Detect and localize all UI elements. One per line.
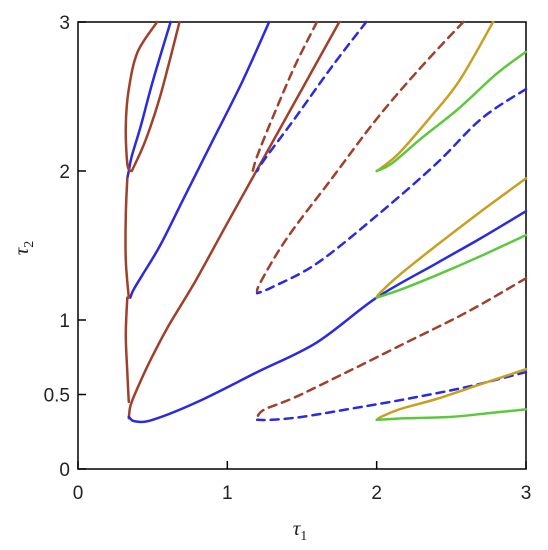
x-axis-title-sub: 1: [300, 529, 307, 544]
x-axis-title-main: τ: [293, 516, 302, 540]
green-solid-curve: [375, 50, 528, 173]
brown-solid-curve: [124, 296, 131, 404]
blue-dashed-curve: [255, 87, 528, 295]
tick-group: 0 1 2 3 0 0.5 1 2 3: [44, 13, 532, 504]
y-tick-label: 0.5: [44, 386, 70, 407]
green-solid-curve: [375, 408, 528, 422]
gold-solid-curve: [375, 177, 528, 299]
brown-dashed-curve: [251, 20, 319, 173]
green-solid-curve: [375, 233, 528, 299]
series-group: [124, 20, 528, 424]
brown-dashed-curve: [255, 277, 528, 419]
blue-solid-curve: [129, 20, 271, 299]
x-tick-label: 1: [222, 483, 233, 504]
x-axis-title: τ1: [293, 516, 308, 544]
brown-dashed-curve: [255, 20, 465, 295]
gold-solid-curve: [375, 367, 528, 422]
brown-solid-curve: [127, 20, 341, 420]
brown-solid-curve: [124, 177, 131, 299]
y-axis-title: τ2: [9, 241, 37, 256]
blue-solid-curve: [127, 209, 528, 424]
y-axis-title-main: τ: [9, 246, 33, 255]
y-tick-label: 1: [59, 311, 70, 332]
y-tick-label: 0: [59, 460, 70, 481]
x-tick-label: 3: [521, 483, 532, 504]
y-tick-label: 3: [59, 13, 70, 34]
blue-solid-curve: [126, 20, 172, 180]
y-axis-title-sub: 2: [22, 241, 37, 248]
blue-dashed-curve: [255, 370, 528, 422]
x-tick-label: 2: [371, 483, 382, 504]
x-tick-label: 0: [73, 483, 84, 504]
brown-solid-curve: [124, 20, 159, 173]
plot-frame: [77, 21, 527, 470]
brown-solid-curve: [130, 20, 181, 173]
blue-dashed-curve: [255, 20, 368, 173]
y-tick-label: 2: [59, 162, 70, 183]
